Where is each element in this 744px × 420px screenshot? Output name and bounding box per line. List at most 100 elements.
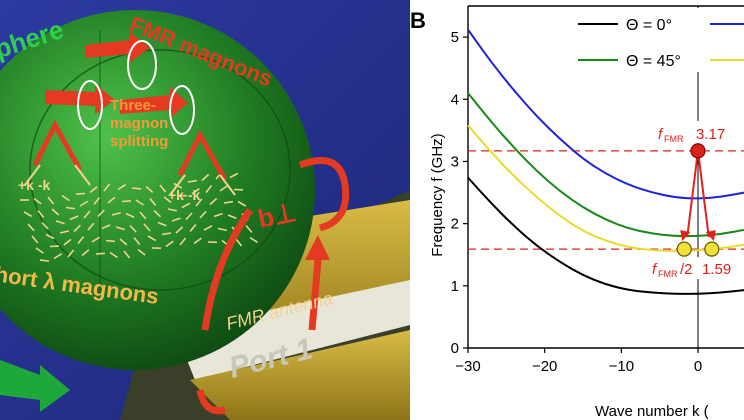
- spin-arrow: [67, 249, 75, 258]
- spin-arrow: [167, 208, 177, 212]
- spin-arrow: [175, 226, 184, 234]
- precession-ellipse-2: [77, 80, 103, 130]
- fmr-label-sub: FMR: [664, 134, 684, 144]
- spin-arrow: [87, 222, 95, 231]
- three-magnon-line2: magnon: [110, 115, 168, 132]
- spin-arrow: [179, 237, 187, 246]
- spin-arrow: [145, 185, 154, 194]
- legend-label: Θ = 45°: [626, 53, 681, 70]
- spin-arrow: [181, 202, 191, 209]
- spin-arrow: [65, 206, 76, 210]
- spin-arrow: [81, 249, 90, 257]
- spin-arrow: [171, 217, 181, 222]
- legend-label: Θ = 0°: [626, 17, 672, 34]
- spin-arrow: [153, 209, 162, 218]
- spin-arrow: [35, 247, 44, 254]
- spin-arrow: [69, 215, 79, 221]
- precession-ellipse-1: [127, 40, 157, 90]
- half-label-sub: FMR: [658, 269, 678, 279]
- spin-arrow: [79, 200, 89, 207]
- precession-ellipse-3: [169, 85, 195, 135]
- spin-arrow: [39, 259, 50, 262]
- spin-arrow: [129, 224, 137, 233]
- spin-arrow: [213, 212, 223, 218]
- field-loop-bottom: [196, 389, 226, 415]
- y-axis-label: Frequency f (GHz): [429, 133, 446, 256]
- spin-arrow: [53, 253, 63, 260]
- spin-arrow: [191, 188, 200, 195]
- spin-arrow: [249, 236, 258, 244]
- half-label-f: f: [652, 261, 658, 278]
- fmr-point: [690, 143, 706, 159]
- split-point-left: [676, 241, 692, 257]
- spin-arrow: [109, 251, 118, 259]
- spin-arrow: [107, 196, 116, 204]
- spin-arrow: [103, 183, 111, 192]
- y-tick-label: 1: [451, 278, 459, 295]
- spin-arrow: [131, 187, 142, 190]
- panel-label: B: [410, 8, 426, 33]
- spin-arrow: [245, 224, 253, 233]
- dispersion-chart-panel: B 0 1 2 3 4 5 −30 −20 −10 0 Θ = 0° Θ = 45° f FMR 3.17 f…: [410, 0, 744, 420]
- spin-arrow: [115, 226, 125, 231]
- k-pair-left: +k -k: [18, 177, 51, 193]
- split-arrowhead-right: [705, 230, 716, 242]
- spin-arrow: [223, 200, 234, 204]
- spin-arrow: [219, 185, 228, 192]
- spin-arrow: [205, 184, 213, 193]
- green-arrow: [0, 360, 70, 412]
- x-axis-label: Wave number k (: [595, 403, 709, 420]
- spin-arrow: [95, 252, 106, 255]
- field-loop-left: [201, 207, 253, 331]
- y-tick-label: 2: [451, 216, 459, 233]
- half-value: 1.59: [702, 261, 731, 278]
- spin-arrow: [133, 236, 141, 245]
- spin-arrow: [63, 238, 72, 246]
- split-arrow-right: [697, 150, 710, 238]
- spin-arrow: [97, 209, 105, 218]
- field-stem: [308, 259, 322, 331]
- legend-box: [560, 8, 744, 72]
- spin-arrow: [147, 235, 157, 242]
- spin-arrow: [121, 200, 132, 203]
- series-line: [467, 29, 744, 200]
- spin-arrow: [125, 212, 135, 219]
- spin-arrow: [61, 194, 70, 202]
- y-tick-label: 3: [451, 153, 459, 170]
- spin-arrow: [199, 210, 207, 219]
- spin-arrow: [89, 186, 98, 194]
- spin-arrow: [37, 209, 45, 218]
- spin-arrow: [149, 198, 157, 207]
- antenna-strip-lower: [190, 330, 410, 420]
- spin-arrow: [135, 199, 144, 206]
- spin-arrow: [27, 223, 35, 232]
- spin-arrow: [157, 221, 167, 227]
- spin-arrow: [185, 212, 193, 221]
- k-pair-right: +k -k: [168, 187, 201, 203]
- x-tick-label: −10: [609, 358, 634, 375]
- spin-arrow: [73, 224, 81, 233]
- illustration-panel: phere FMR magnons Three- magnon splittin…: [0, 0, 410, 420]
- spin-arrow: [195, 198, 203, 207]
- spin-arrow: [203, 225, 213, 231]
- spin-arrow: [143, 223, 151, 232]
- field-arrowhead: [305, 235, 330, 260]
- y-tick-label: 4: [451, 91, 459, 108]
- spin-arrow: [77, 235, 85, 244]
- x-tick-label: −30: [455, 358, 480, 375]
- spin-arrow: [47, 196, 55, 205]
- spin-arrow: [187, 179, 198, 183]
- spin-arrow: [137, 248, 146, 256]
- fmr-value: 3.17: [696, 126, 725, 143]
- spin-arrow: [123, 250, 131, 259]
- spin-arrow: [237, 200, 247, 207]
- field-loop-top: [298, 157, 350, 232]
- spin-arrow: [101, 224, 111, 230]
- x-tick-label: −20: [532, 358, 557, 375]
- spin-arrow: [227, 214, 237, 220]
- spin-arrow: [117, 183, 127, 191]
- spin-arrow: [83, 210, 91, 219]
- spin-arrow: [111, 211, 121, 216]
- spin-arrow: [165, 240, 174, 248]
- spin-arrow: [159, 184, 167, 193]
